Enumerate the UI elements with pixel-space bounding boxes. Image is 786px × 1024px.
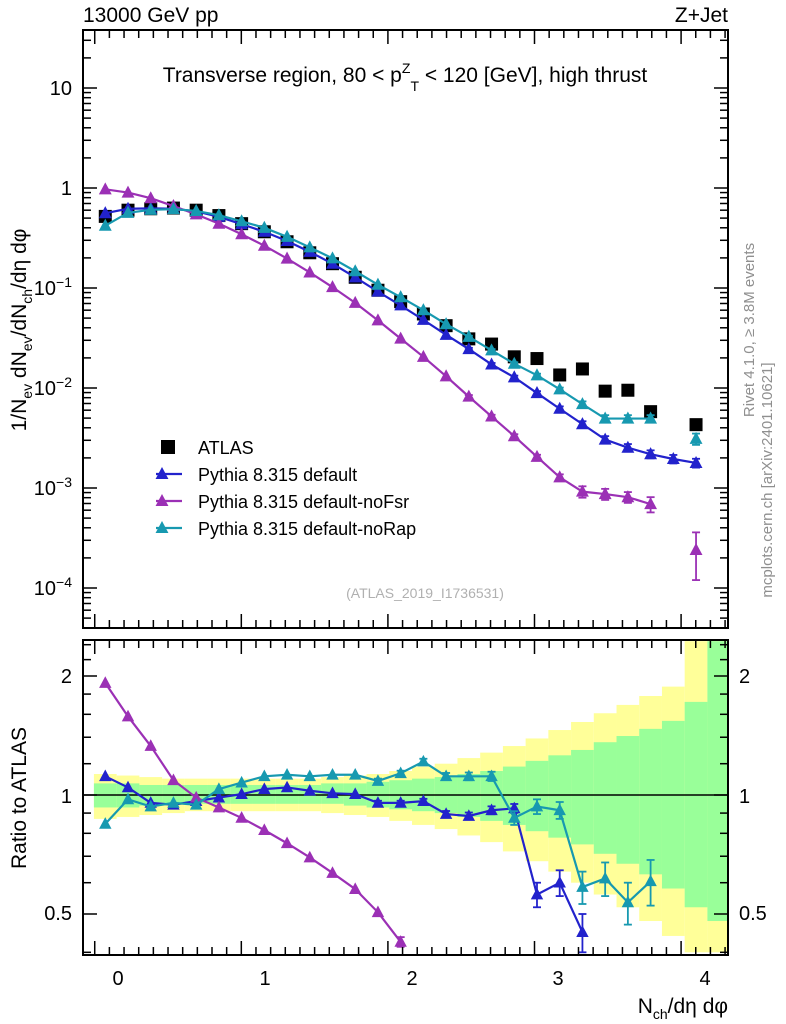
ratio-ytick-05-left: 0.5 xyxy=(44,903,72,925)
legend-marker-0 xyxy=(161,440,175,454)
ratio-ytick-1-left: 1 xyxy=(61,786,72,808)
main-y-tick-marks xyxy=(83,39,728,619)
header-right-label: Z+Jet xyxy=(675,4,728,27)
legend: ATLAS Pythia 8.315 default Pythia 8.315 de… xyxy=(155,438,416,539)
main-ytick-1: 1 xyxy=(61,178,72,200)
xtick-0: 0 xyxy=(112,968,123,990)
legend-label-3: Pythia 8.315 default-noRap xyxy=(198,519,416,539)
plot-title: Transverse region, 80 < pZT < 120 [GeV],… xyxy=(163,60,648,94)
ratio-ytick-05-right: 0.5 xyxy=(739,903,767,925)
main-ytick-10: 10 xyxy=(50,78,72,100)
legend-marker-1 xyxy=(155,467,169,480)
mcplots-source-label: mcplots.cern.ch [arXiv:2401.10621] xyxy=(759,362,776,597)
legend-label-2: Pythia 8.315 default-noFsr xyxy=(198,492,409,512)
ratio-series-group xyxy=(99,676,657,954)
main-y-axis-label: 1/Nev dNev/dNch/dη dφ xyxy=(8,229,35,432)
main-ytick-1e-2: 10−2 xyxy=(34,374,72,400)
xtick-3: 3 xyxy=(552,968,563,990)
legend-marker-2 xyxy=(155,494,169,507)
xtick-1: 1 xyxy=(259,968,270,990)
ratio-ytick-2-right: 2 xyxy=(739,666,750,688)
legend-label-0: ATLAS xyxy=(198,438,254,458)
analysis-watermark: (ATLAS_2019_I1736531) xyxy=(346,585,504,601)
main-x-tick-marks xyxy=(93,30,726,628)
main-panel-frame xyxy=(82,29,729,629)
ratio-y-tick-marks xyxy=(83,643,728,954)
xtick-4: 4 xyxy=(699,968,710,990)
ratio-ytick-2-left: 2 xyxy=(61,666,72,688)
ratio-ytick-1-right: 1 xyxy=(739,786,750,808)
legend-marker-3 xyxy=(155,521,169,534)
rivet-version-label: Rivet 4.1.0, ≥ 3.8M events xyxy=(741,243,758,417)
x-axis-label: Nch/dη dφ xyxy=(638,995,728,1022)
ratio-panel: Ratio to ATLAS 2 1 0.5 2 1 0.5 0 1 2 3 4… xyxy=(8,639,767,1022)
main-series-group xyxy=(98,182,703,581)
xtick-2: 2 xyxy=(406,968,417,990)
ratio-x-tick-marks xyxy=(93,640,726,955)
header-left-label: 13000 GeV pp xyxy=(83,4,218,27)
main-panel: 1/Nev dNev/dNch/dη dφ 10 1 10−1 10−2 10−… xyxy=(8,29,729,629)
ratio-y-axis-label: Ratio to ATLAS xyxy=(8,727,31,869)
legend-label-1: Pythia 8.315 default xyxy=(198,465,357,485)
ratio-panel-frame xyxy=(82,639,729,956)
